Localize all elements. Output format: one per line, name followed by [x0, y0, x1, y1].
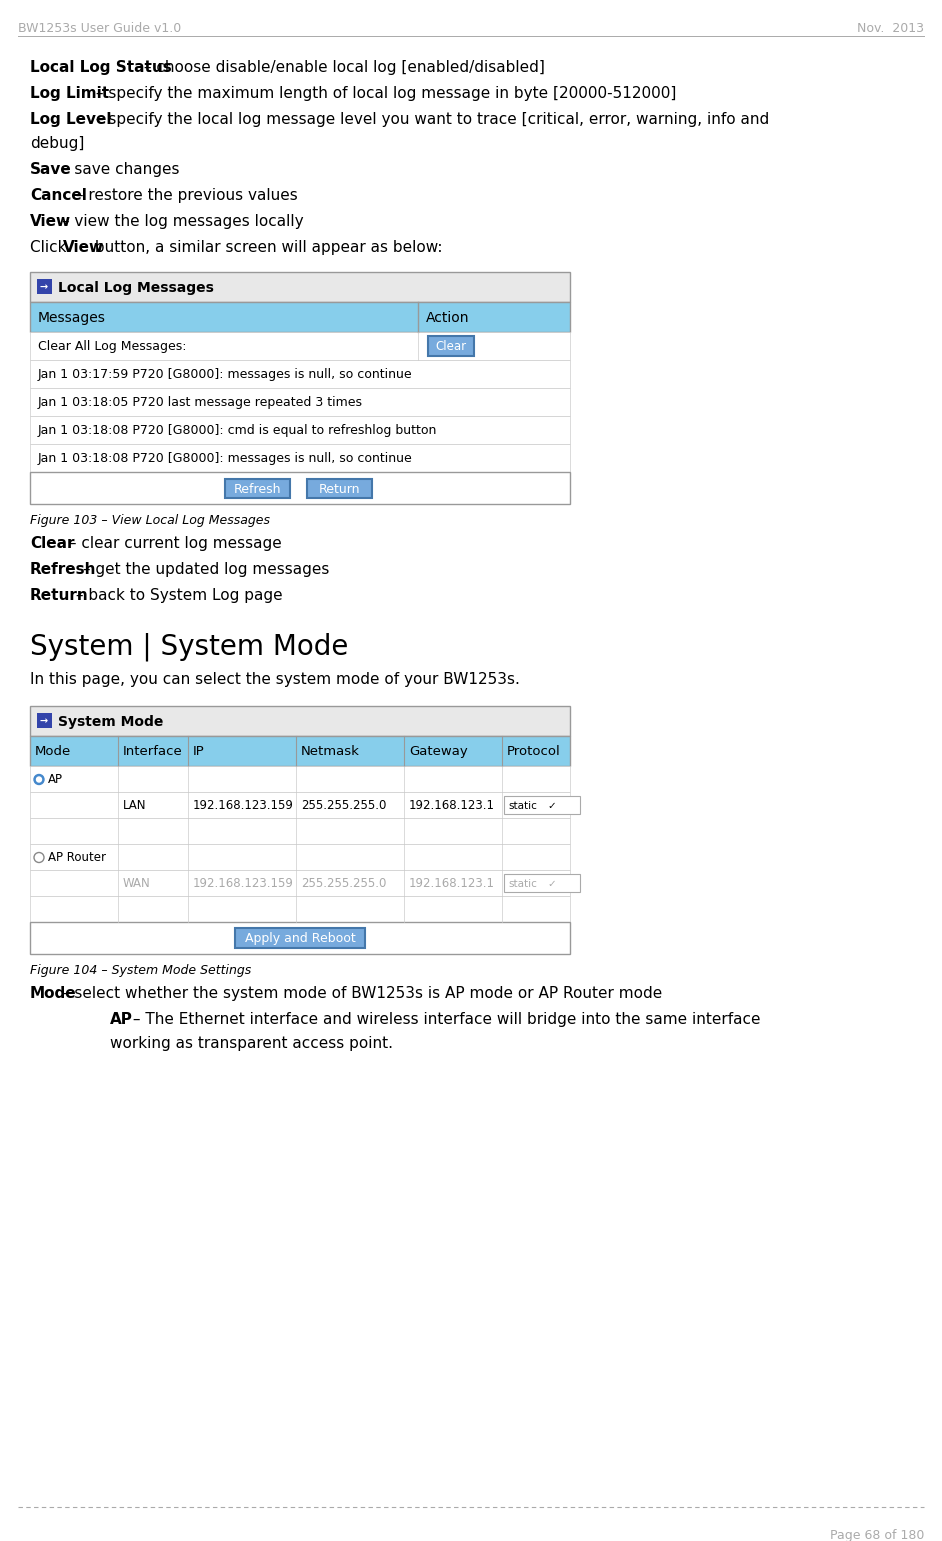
Text: Click: Click: [30, 240, 72, 254]
Text: Jan 1 03:18:08 P720 [G8000]: messages is null, so continue: Jan 1 03:18:08 P720 [G8000]: messages is…: [38, 452, 413, 465]
Text: Nov.  2013: Nov. 2013: [857, 22, 924, 35]
Text: Log Level: Log Level: [30, 112, 111, 126]
Text: – specify the local log message level you want to trace [critical, error, warnin: – specify the local log message level yo…: [91, 112, 770, 126]
Bar: [504, 874, 580, 892]
Bar: [428, 336, 474, 356]
Bar: [30, 922, 570, 954]
Text: Figure 103 – View Local Log Messages: Figure 103 – View Local Log Messages: [30, 515, 270, 527]
Text: Save: Save: [30, 162, 72, 177]
Bar: [30, 818, 570, 844]
Text: ✓: ✓: [547, 878, 556, 889]
Bar: [30, 331, 570, 361]
Text: Netmask: Netmask: [301, 744, 360, 758]
Text: Apply and Reboot: Apply and Reboot: [245, 932, 355, 945]
Text: 192.168.123.1: 192.168.123.1: [409, 877, 495, 891]
Text: Return: Return: [318, 482, 360, 496]
Text: BW1253s User Guide v1.0: BW1253s User Guide v1.0: [18, 22, 181, 35]
Text: 192.168.123.159: 192.168.123.159: [193, 798, 294, 812]
Text: Clear: Clear: [435, 341, 466, 353]
Text: – The Ethernet interface and wireless interface will bridge into the same interf: – The Ethernet interface and wireless in…: [128, 1012, 760, 1026]
Text: – select whether the system mode of BW1253s is AP mode or AP Router mode: – select whether the system mode of BW12…: [57, 986, 662, 1002]
Text: System | System Mode: System | System Mode: [30, 632, 349, 661]
Text: Refresh: Refresh: [234, 482, 282, 496]
Text: AP: AP: [48, 774, 63, 786]
Bar: [30, 273, 570, 302]
Text: Jan 1 03:18:05 P720 last message repeated 3 times: Jan 1 03:18:05 P720 last message repeate…: [38, 396, 363, 408]
Text: – back to System Log page: – back to System Log page: [71, 589, 283, 603]
Circle shape: [37, 777, 41, 781]
Text: Gateway: Gateway: [409, 744, 468, 758]
Text: – save changes: – save changes: [57, 162, 180, 177]
Bar: [30, 444, 570, 472]
Text: Interface: Interface: [123, 744, 183, 758]
Text: – specify the maximum length of local log message in byte [20000-512000]: – specify the maximum length of local lo…: [91, 86, 676, 102]
Text: Messages: Messages: [38, 310, 106, 325]
Text: 192.168.123.1: 192.168.123.1: [409, 798, 495, 812]
Text: Local Log Messages: Local Log Messages: [58, 280, 214, 294]
Text: Log Limit: Log Limit: [30, 86, 109, 102]
Bar: [30, 737, 570, 766]
Text: – choose disable/enable local log [enabled/disabled]: – choose disable/enable local log [enabl…: [139, 60, 545, 76]
Text: – get the updated log messages: – get the updated log messages: [78, 562, 329, 576]
Text: Clear All Log Messages:: Clear All Log Messages:: [38, 341, 187, 353]
Bar: [30, 706, 570, 737]
Text: AP Router: AP Router: [48, 851, 106, 865]
Text: Refresh: Refresh: [30, 562, 96, 576]
Bar: [30, 416, 570, 444]
Bar: [307, 479, 372, 498]
Text: Mode: Mode: [30, 986, 76, 1002]
Bar: [37, 713, 52, 727]
Bar: [30, 871, 570, 895]
Bar: [30, 844, 570, 871]
Text: ✓: ✓: [547, 800, 556, 811]
Bar: [30, 895, 570, 922]
Text: →: →: [40, 717, 48, 726]
Text: 255.255.255.0: 255.255.255.0: [301, 798, 386, 812]
Text: 192.168.123.159: 192.168.123.159: [193, 877, 294, 891]
Text: – view the log messages locally: – view the log messages locally: [57, 214, 304, 230]
Bar: [30, 766, 570, 792]
Bar: [235, 928, 365, 948]
Text: 255.255.255.0: 255.255.255.0: [301, 877, 386, 891]
Text: static: static: [508, 878, 537, 889]
Text: →: →: [40, 282, 48, 293]
Text: Figure 104 – System Mode Settings: Figure 104 – System Mode Settings: [30, 965, 252, 977]
Text: Return: Return: [30, 589, 89, 603]
Text: View: View: [30, 214, 72, 230]
Bar: [30, 302, 570, 331]
Bar: [37, 279, 52, 294]
Text: static: static: [508, 800, 537, 811]
Text: Cancel: Cancel: [30, 188, 87, 203]
Circle shape: [34, 775, 44, 784]
Bar: [30, 792, 570, 818]
Text: System Mode: System Mode: [58, 715, 163, 729]
Text: Page 68 of 180: Page 68 of 180: [830, 1529, 924, 1541]
Bar: [30, 361, 570, 388]
Text: In this page, you can select the system mode of your BW1253s.: In this page, you can select the system …: [30, 672, 520, 687]
Bar: [504, 797, 580, 814]
Text: button, a similar screen will appear as below:: button, a similar screen will appear as …: [90, 240, 443, 254]
Text: Protocol: Protocol: [507, 744, 560, 758]
Bar: [30, 388, 570, 416]
Text: Action: Action: [426, 310, 469, 325]
Text: debug]: debug]: [30, 136, 85, 151]
Bar: [225, 479, 290, 498]
Text: working as transparent access point.: working as transparent access point.: [110, 1036, 393, 1051]
Text: Jan 1 03:18:08 P720 [G8000]: cmd is equal to refreshlog button: Jan 1 03:18:08 P720 [G8000]: cmd is equa…: [38, 424, 437, 438]
Text: IP: IP: [193, 744, 204, 758]
Text: Jan 1 03:17:59 P720 [G8000]: messages is null, so continue: Jan 1 03:17:59 P720 [G8000]: messages is…: [38, 368, 413, 381]
Text: – restore the previous values: – restore the previous values: [71, 188, 298, 203]
Text: – clear current log message: – clear current log message: [64, 536, 282, 552]
Text: WAN: WAN: [123, 877, 151, 891]
Text: Clear: Clear: [30, 536, 74, 552]
Bar: [30, 472, 570, 504]
Text: Local Log Status: Local Log Status: [30, 60, 171, 76]
Circle shape: [34, 852, 44, 863]
Text: AP: AP: [110, 1012, 133, 1026]
Text: View: View: [63, 240, 105, 254]
Text: LAN: LAN: [123, 798, 147, 812]
Text: Mode: Mode: [35, 744, 72, 758]
